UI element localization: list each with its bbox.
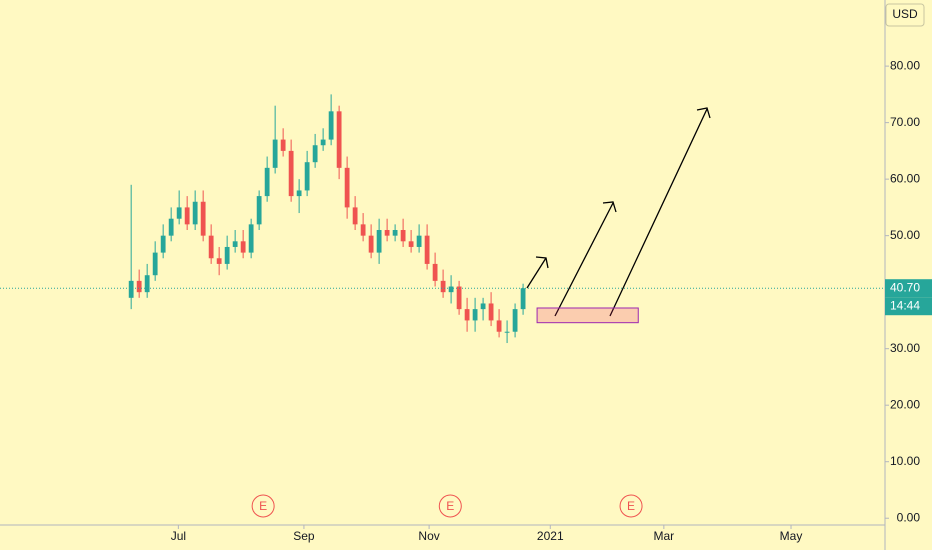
- candle-body: [448, 286, 454, 293]
- last-price-box: [885, 279, 932, 298]
- candle-body: [496, 320, 502, 332]
- countdown-box: [885, 297, 932, 316]
- countdown: 14:44: [890, 298, 920, 312]
- x-tick-label: Mar: [654, 529, 675, 543]
- earnings-label: E: [446, 499, 454, 513]
- candle-body: [328, 111, 334, 140]
- y-tick-label: 10.00: [890, 454, 920, 468]
- x-tick-label: Sep: [293, 529, 315, 543]
- earnings-marker[interactable]: [619, 494, 643, 518]
- candle-body: [168, 218, 174, 236]
- candle-body: [424, 235, 430, 264]
- candle-body: [376, 230, 382, 253]
- candle-body: [248, 224, 254, 253]
- earnings-label: E: [259, 499, 267, 513]
- candle-body: [456, 286, 462, 310]
- candle-body: [480, 303, 486, 310]
- y-tick-label: 50.00: [890, 228, 920, 242]
- candle-body: [368, 235, 374, 253]
- candle-body: [400, 230, 406, 242]
- x-tick-label: 2021: [537, 529, 564, 543]
- x-tick-label: Jul: [171, 529, 186, 543]
- candle-body: [440, 280, 446, 293]
- candle-body: [288, 150, 294, 197]
- currency-box[interactable]: [885, 3, 925, 27]
- candle-body: [464, 309, 470, 321]
- candle-body: [200, 201, 206, 236]
- candle-body: [408, 241, 414, 247]
- candle-body: [240, 241, 246, 253]
- candle-body: [176, 207, 182, 219]
- y-tick-label: 20.00: [890, 397, 920, 411]
- candle-body: [192, 201, 198, 225]
- drawings: [526, 107, 711, 317]
- candle-body: [184, 207, 190, 225]
- candle-body: [352, 207, 358, 225]
- candle-body: [152, 252, 158, 276]
- candle-body: [136, 280, 142, 293]
- candle-body: [264, 167, 270, 197]
- candle-body: [272, 139, 278, 168]
- candle-body: [232, 241, 238, 247]
- zone: [536, 307, 639, 324]
- candle-body: [384, 230, 390, 236]
- y-tick-label: 60.00: [890, 171, 920, 185]
- y-tick-label: 80.00: [890, 58, 920, 72]
- candle-body: [320, 139, 326, 146]
- candle-body: [256, 196, 262, 225]
- candle-body: [472, 309, 478, 321]
- candle-body: [504, 331, 510, 333]
- candle-body: [144, 275, 150, 293]
- candle-body: [208, 235, 214, 259]
- earnings-marker[interactable]: [251, 494, 275, 518]
- y-tick-label: 0.00: [897, 510, 921, 524]
- candle-body: [488, 303, 494, 321]
- candle-body: [392, 230, 398, 236]
- candle-body: [280, 139, 286, 151]
- candle-body: [160, 235, 166, 253]
- earnings-label: E: [627, 499, 635, 513]
- x-tick-label: May: [780, 529, 803, 543]
- candle-body: [432, 263, 438, 281]
- candle-body: [296, 190, 302, 197]
- candle-body: [224, 246, 230, 264]
- earnings-marker[interactable]: [438, 494, 462, 518]
- candle-body: [312, 145, 318, 163]
- candle-body: [128, 280, 134, 298]
- x-tick-label: Nov: [418, 529, 439, 543]
- candle-body: [304, 162, 310, 191]
- candle-body: [416, 235, 422, 247]
- last-price: 40.70: [890, 280, 920, 294]
- candle-body: [520, 288, 526, 310]
- candle-body: [512, 309, 518, 332]
- candle-body: [360, 224, 366, 236]
- y-tick-label: 70.00: [890, 115, 920, 129]
- candle-body: [336, 111, 342, 168]
- y-tick-label: 30.00: [890, 341, 920, 355]
- candle-body: [344, 167, 350, 208]
- currency: USD: [892, 7, 918, 21]
- candle-body: [216, 258, 222, 264]
